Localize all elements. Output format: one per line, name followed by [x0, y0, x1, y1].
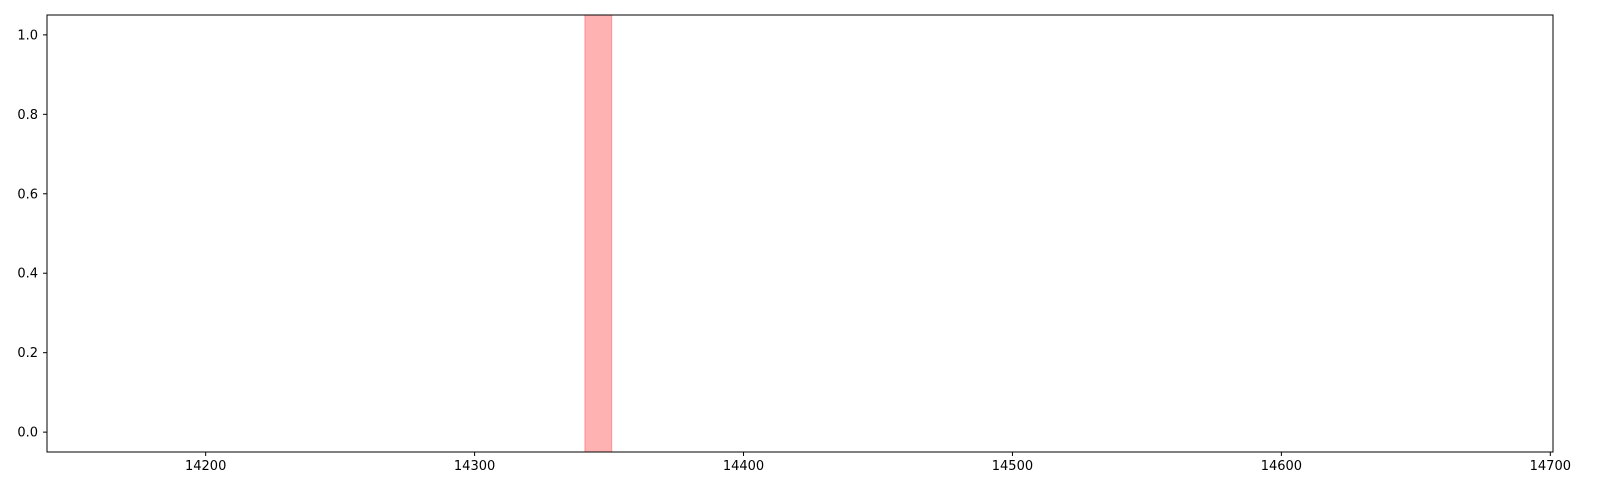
plot-area: [584, 14, 613, 453]
x-axis: 14200 14300 14400 14500 14600 14700: [185, 452, 1571, 474]
highlight-span: [584, 14, 613, 453]
y-tick-label: 1.0: [17, 28, 38, 43]
x-tick-label: 14300: [454, 459, 495, 474]
axes-frame: [46, 14, 1554, 453]
y-tick-label: 0.4: [17, 267, 38, 282]
y-tick-label: 0.2: [17, 346, 38, 361]
y-tick-label: 0.0: [17, 426, 38, 441]
x-tick-label: 14200: [185, 459, 226, 474]
y-tick-label: 0.6: [17, 187, 38, 202]
x-tick-label: 14600: [1261, 459, 1302, 474]
x-tick-label: 14400: [723, 459, 764, 474]
y-axis: 0.0 0.2 0.4 0.6 0.8 1.0: [17, 28, 47, 441]
x-tick-label: 14500: [992, 459, 1033, 474]
x-tick-label: 14700: [1530, 459, 1571, 474]
y-tick-label: 0.8: [17, 108, 38, 123]
